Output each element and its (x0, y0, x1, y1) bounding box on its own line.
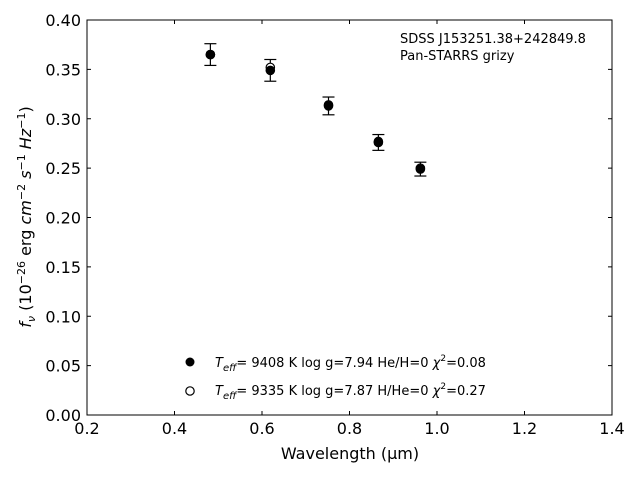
x-tick-label: 1.0 (424, 419, 449, 438)
legend: Teff= 9408 K log g=7.94 He/H=0 χ2=0.08 T… (185, 354, 486, 402)
data-point-filled (373, 137, 384, 148)
y-tick-label: 0.15 (45, 258, 81, 277)
x-tick-label: 0.4 (162, 419, 187, 438)
plot-frame (86, 19, 613, 416)
x-tick-label: 1.2 (512, 419, 537, 438)
x-axis-label: Wavelength (μm) (281, 444, 419, 463)
data-markers (205, 49, 426, 174)
legend-entry-db: Teff= 9335 K log g=7.87 H/He=0 χ2=0.27 (215, 382, 486, 402)
legend-marker-open (185, 386, 195, 396)
legend-marker-filled (185, 357, 195, 367)
x-tick-label: 0.6 (249, 419, 274, 438)
x-tick-label: 1.4 (599, 419, 624, 438)
y-tick-label: 0.40 (45, 11, 81, 30)
data-point-filled (265, 65, 276, 76)
y-tick-label: 0.10 (45, 307, 81, 326)
y-tick-label: 0.05 (45, 357, 81, 376)
x-tick-label: 0.8 (337, 419, 362, 438)
legend-entry-da: Teff= 9408 K log g=7.94 He/H=0 χ2=0.08 (215, 354, 486, 374)
data-point-filled (415, 164, 426, 174)
annotation-survey: Pan-STARRS grizy (400, 49, 515, 64)
data-point-filled (205, 49, 216, 60)
annotation-source: SDSS J153251.38+242849.8 (400, 32, 586, 47)
y-tick-label: 0.00 (45, 406, 81, 425)
y-tick-label: 0.30 (45, 110, 81, 129)
x-tick-label: 0.2 (74, 419, 99, 438)
y-tick-label: 0.20 (45, 209, 81, 228)
y-tick-label: 0.25 (45, 159, 81, 178)
tick-labels: 0.2 0.4 0.6 0.8 1.0 1.2 1.4 0.00 0.05 0.10 0.15 0.2… (45, 11, 624, 438)
data-point-filled (323, 101, 334, 111)
y-axis-label: fν (10−26 erg cm−2 s−1 Hz−1) (15, 106, 38, 327)
y-tick-label: 0.35 (45, 60, 81, 79)
